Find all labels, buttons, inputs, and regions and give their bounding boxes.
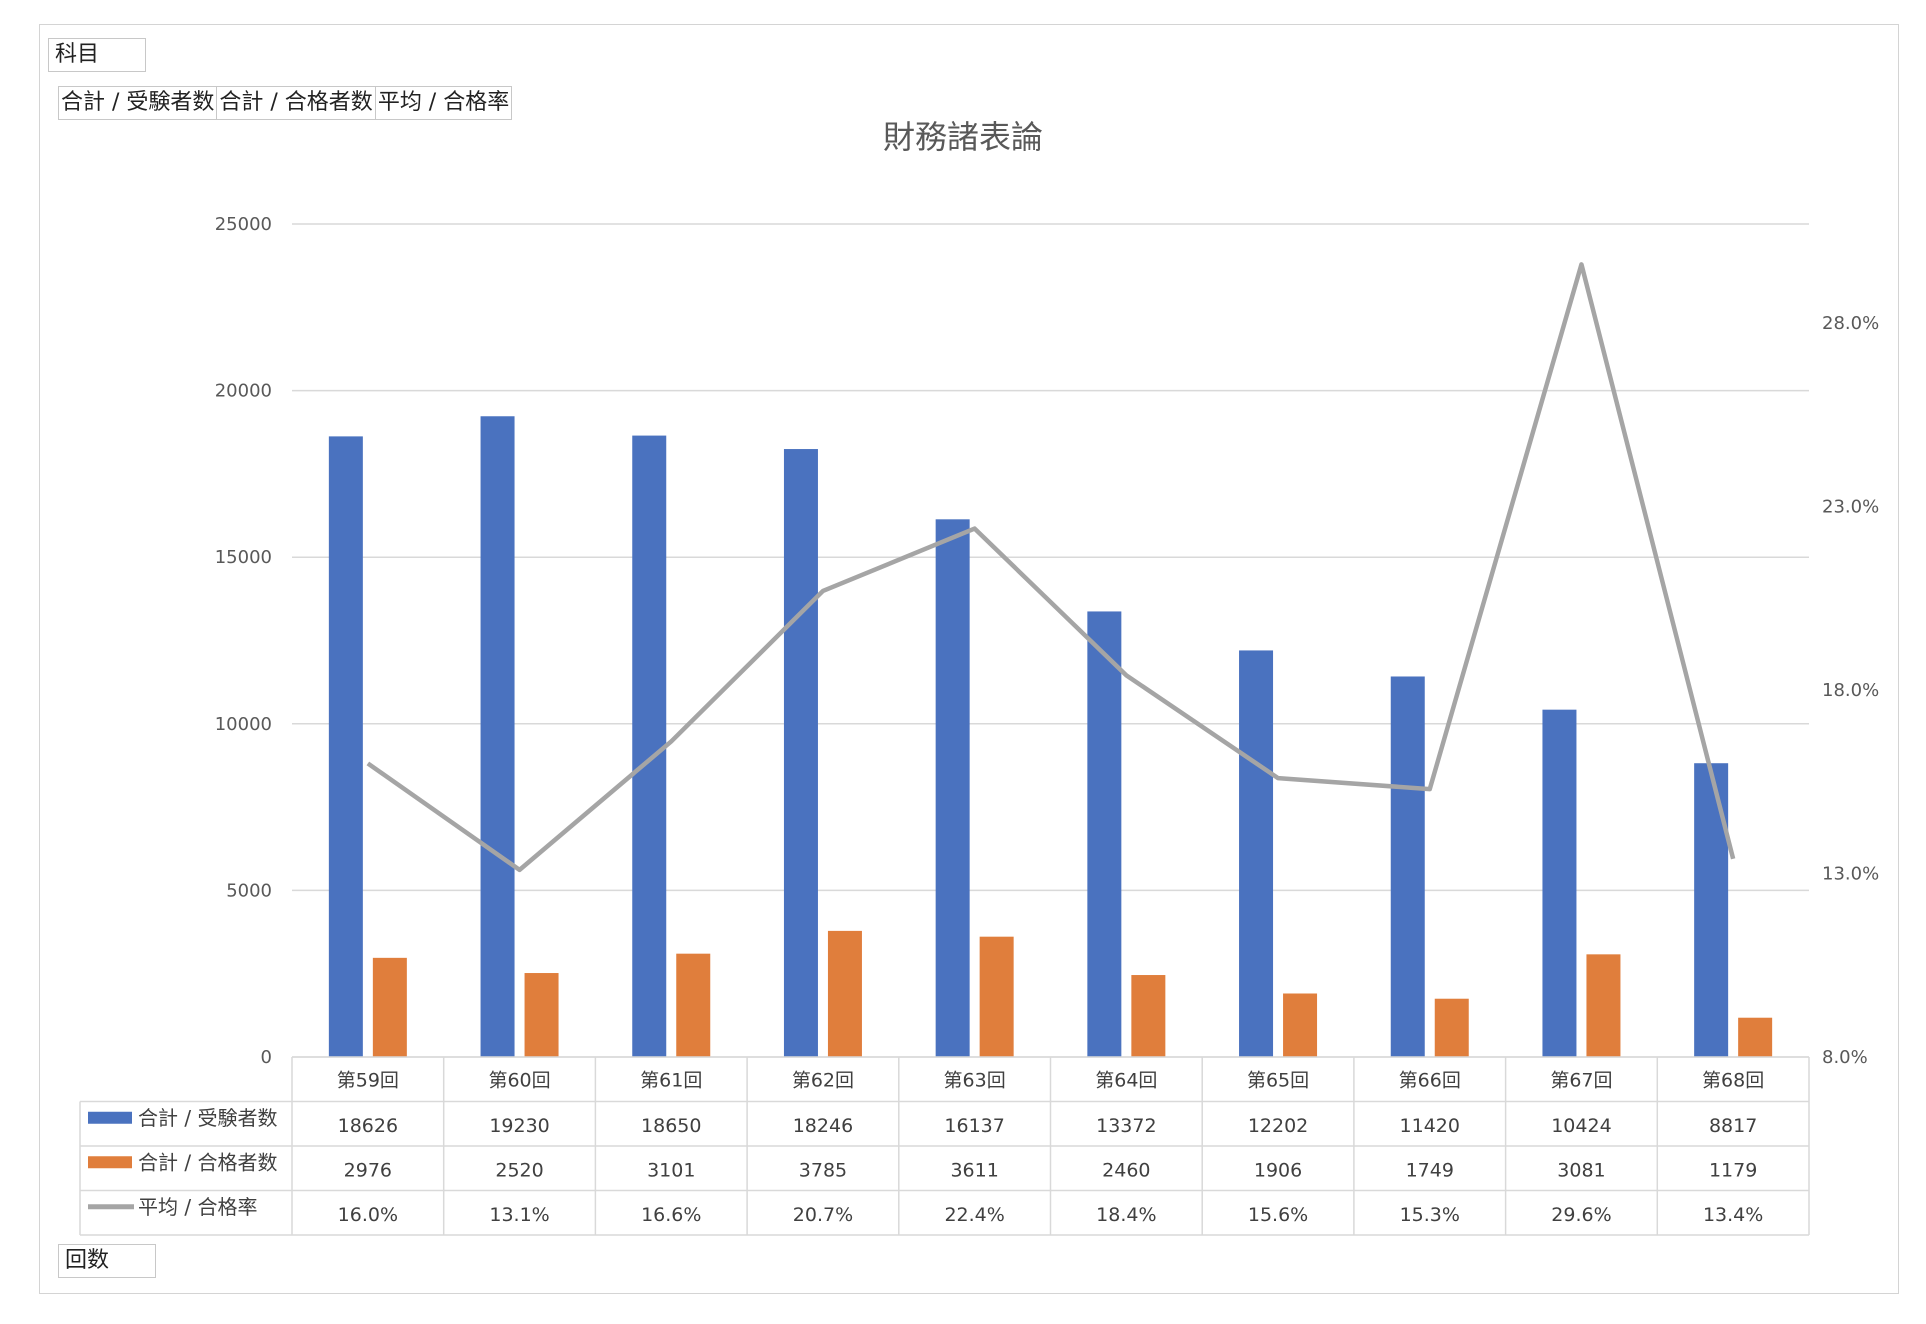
legend-key — [88, 1111, 132, 1124]
table-cell-value: 22.4% — [944, 1204, 1004, 1226]
values-button-passers[interactable]: 合計 / 合格者数 — [217, 87, 376, 119]
line-pass-rate — [366, 262, 1736, 873]
x-category-label: 第59回 — [337, 1069, 399, 1091]
table-cell-value: 13.4% — [1703, 1204, 1763, 1226]
table-cell-value: 13.1% — [489, 1204, 549, 1226]
bar-examinees — [935, 519, 970, 1057]
table-cell-value: 1179 — [1709, 1159, 1757, 1181]
table-cell-value: 1749 — [1406, 1159, 1454, 1181]
y-left-tick-label: 25000 — [215, 214, 272, 235]
chart-area — [39, 24, 1899, 1294]
x-category-label: 第67回 — [1550, 1069, 1612, 1091]
bar-passers — [1586, 954, 1621, 1057]
table-cell-value: 19230 — [489, 1115, 549, 1137]
bar-passers — [1283, 993, 1318, 1057]
y-right-tick-label: 23.0% — [1822, 497, 1879, 518]
y-right-tick-label: 13.0% — [1822, 864, 1879, 885]
table-cell-value: 18626 — [338, 1115, 398, 1137]
table-cell-value: 10424 — [1551, 1115, 1611, 1137]
bar-passers — [372, 957, 407, 1057]
legend-key — [88, 1156, 132, 1169]
table-cell-value: 12202 — [1248, 1115, 1308, 1137]
bar-passers — [1738, 1017, 1773, 1057]
table-cell-value: 3611 — [950, 1159, 998, 1181]
bar-passers — [1434, 998, 1469, 1057]
table-cell-value: 16.0% — [338, 1204, 398, 1226]
table-cell-value: 11420 — [1400, 1115, 1460, 1137]
table-cell-value: 13372 — [1096, 1115, 1156, 1137]
bar-examinees — [632, 435, 667, 1057]
table-cell-value: 29.6% — [1551, 1204, 1611, 1226]
x-category-label: 第65回 — [1247, 1069, 1309, 1091]
values-button-examinees[interactable]: 合計 / 受験者数 — [59, 87, 218, 119]
y-right-tick-label: 28.0% — [1822, 313, 1879, 334]
bar-examinees — [328, 436, 363, 1057]
x-category-label: 第63回 — [944, 1069, 1006, 1091]
x-category-label: 第62回 — [792, 1069, 854, 1091]
bar-passers — [676, 953, 711, 1057]
y-right-tick-label: 8.0% — [1822, 1047, 1868, 1068]
table-cell-value: 16137 — [944, 1115, 1004, 1137]
subject-filter-button[interactable]: 科目 — [48, 38, 146, 72]
y-left-tick-label: 10000 — [215, 714, 272, 735]
x-category-label: 第61回 — [640, 1069, 702, 1091]
values-field-buttons: 合計 / 受験者数 合計 / 合格者数 平均 / 合格率 — [58, 86, 513, 120]
bar-examinees — [1390, 676, 1425, 1057]
bar-passers — [827, 930, 862, 1057]
y-left-tick-label: 5000 — [226, 880, 272, 901]
x-category-label: 第66回 — [1399, 1069, 1461, 1091]
table-cell-value: 3081 — [1557, 1159, 1605, 1181]
y-left-tick-label: 20000 — [215, 381, 272, 402]
table-cell-value: 16.6% — [641, 1204, 701, 1226]
table-cell-value: 2460 — [1102, 1159, 1150, 1181]
x-category-label: 第64回 — [1095, 1069, 1157, 1091]
table-cell-value: 1906 — [1254, 1159, 1302, 1181]
legend-label: 平均 / 合格率 — [138, 1195, 257, 1219]
bar-passers — [1131, 975, 1166, 1057]
table-cell-value: 18.4% — [1096, 1204, 1156, 1226]
legend-label: 合計 / 受験者数 — [138, 1106, 277, 1130]
bar-examinees — [1542, 709, 1577, 1057]
bar-examinees — [1694, 763, 1729, 1057]
chart-title: 財務諸表論 — [882, 118, 1043, 156]
table-cell-value: 15.3% — [1400, 1204, 1460, 1226]
table-cell-value: 2976 — [344, 1159, 392, 1181]
legend-label: 合計 / 合格者数 — [138, 1150, 277, 1174]
table-cell-value: 3101 — [647, 1159, 695, 1181]
bar-passers — [979, 936, 1014, 1057]
y-left-tick-label: 15000 — [215, 547, 272, 568]
bar-examinees — [783, 449, 818, 1057]
axis-field-button[interactable]: 回数 — [58, 1244, 156, 1278]
y-right-tick-label: 18.0% — [1822, 680, 1879, 701]
table-cell-value: 3785 — [799, 1159, 847, 1181]
bar-examinees — [1239, 650, 1274, 1057]
table-cell-value: 2520 — [495, 1159, 543, 1181]
values-button-pass-rate[interactable]: 平均 / 合格率 — [377, 90, 510, 115]
table-cell-value: 18246 — [793, 1115, 853, 1137]
y-left-tick-label: 0 — [261, 1047, 272, 1068]
table-cell-value: 8817 — [1709, 1115, 1757, 1137]
table-cell-value: 15.6% — [1248, 1204, 1308, 1226]
table-cell-value: 20.7% — [793, 1204, 853, 1226]
bar-examinees — [1087, 611, 1122, 1057]
table-cell-value: 18650 — [641, 1115, 701, 1137]
x-category-label: 第68回 — [1702, 1069, 1764, 1091]
bar-examinees — [480, 416, 515, 1057]
x-category-label: 第60回 — [488, 1069, 550, 1091]
bar-passers — [524, 973, 559, 1057]
